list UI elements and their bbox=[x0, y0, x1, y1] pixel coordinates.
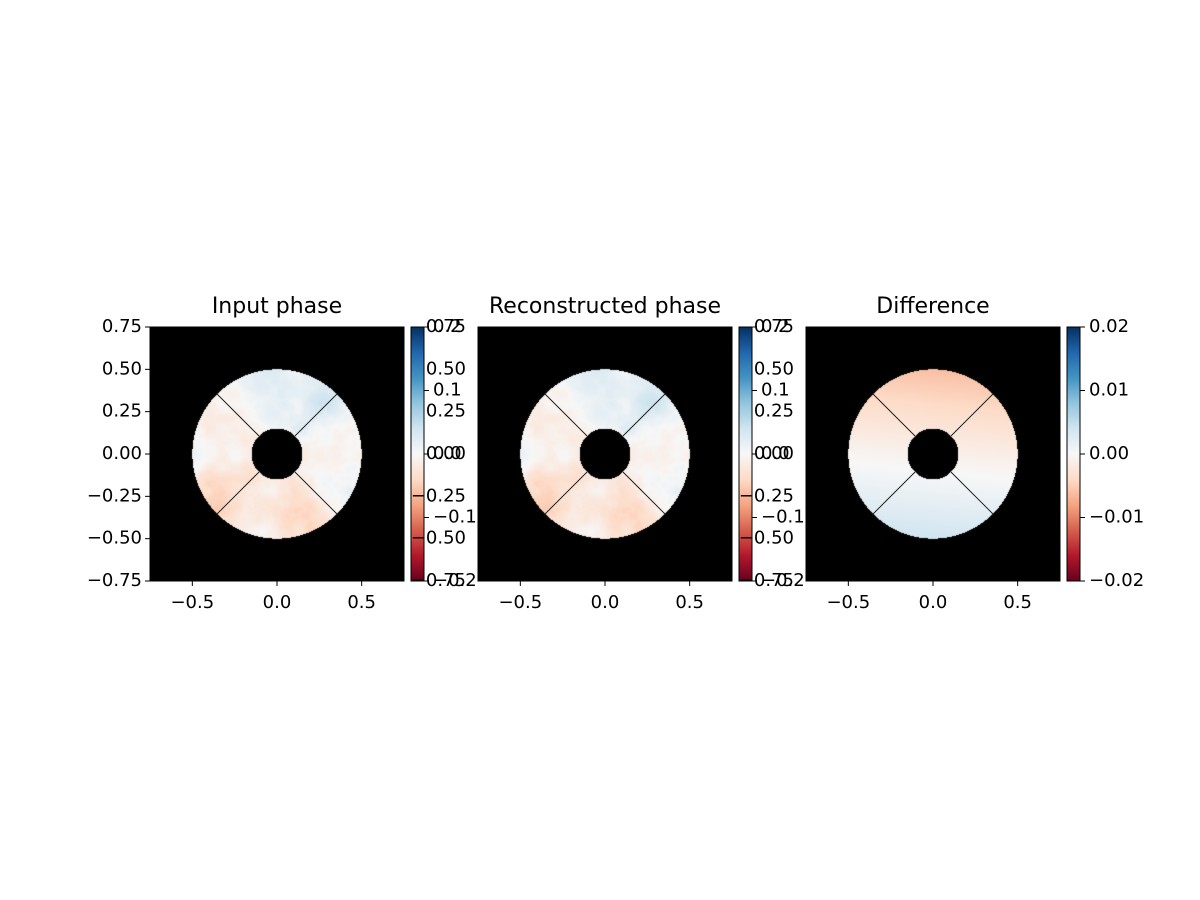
x-tick-label: 0.5 bbox=[675, 592, 704, 613]
colorbar-tick-label: 0.2 bbox=[761, 316, 790, 337]
spider-vane bbox=[622, 471, 666, 515]
overlaid-tick-label: 0.00 bbox=[426, 443, 466, 464]
spider-vane bbox=[216, 471, 260, 515]
x-tick-label: 0.5 bbox=[1003, 592, 1032, 613]
overlaid-tick-label: 0.50 bbox=[426, 358, 466, 379]
overlaid-tick-label: −0.25 bbox=[739, 485, 794, 506]
y-tick-label: 0.25 bbox=[102, 401, 142, 422]
colorbar-tick-label: −0.2 bbox=[433, 570, 477, 591]
y-tick-label: 0.50 bbox=[102, 358, 142, 379]
spider-vane bbox=[294, 393, 338, 437]
colorbar-tick-label: −0.01 bbox=[1089, 507, 1144, 528]
x-tick-label: 0.5 bbox=[347, 592, 376, 613]
colorbar-tick-label: −0.1 bbox=[761, 507, 805, 528]
subplot-2: Reconstructed phase −0.5 0.0 0.5 0.2 0.1 0.0 −0… bbox=[477, 294, 805, 613]
spider-vane bbox=[872, 471, 916, 515]
colorbar-tick-label: 0.1 bbox=[761, 380, 790, 401]
overlaid-tick-label: 0.00 bbox=[754, 443, 794, 464]
colorbar-tick-label: 0.1 bbox=[433, 380, 462, 401]
colorbar-tick-label: 0.00 bbox=[1089, 443, 1129, 464]
x-tick-label: 0.0 bbox=[263, 592, 292, 613]
overlaid-tick-label: 0.75 bbox=[754, 316, 794, 337]
colorbar-tick-label: −0.02 bbox=[1089, 570, 1144, 591]
overlaid-tick-label: −0.25 bbox=[411, 485, 466, 506]
colorbar-tick-label: 0.01 bbox=[1089, 380, 1129, 401]
colorbar-tick-label: 0.0 bbox=[761, 443, 790, 464]
overlaid-tick-label: −0.75 bbox=[411, 570, 466, 591]
overlaid-tick-label: −0.50 bbox=[411, 528, 466, 549]
overlaid-tick-label: −0.50 bbox=[739, 528, 794, 549]
phase-image bbox=[806, 327, 1060, 581]
spider-vane bbox=[950, 393, 994, 437]
spider-vane bbox=[622, 393, 666, 437]
subplot-title: Reconstructed phase bbox=[489, 294, 721, 319]
y-tick-label: 0.00 bbox=[102, 443, 142, 464]
colorbar-tick-label: 0.2 bbox=[433, 316, 462, 337]
y-tick-label: 0.75 bbox=[102, 316, 142, 337]
spider-vane bbox=[872, 393, 916, 437]
spider-vane bbox=[950, 471, 994, 515]
y-tick-label: −0.50 bbox=[87, 528, 142, 549]
overlaid-tick-label: −0.75 bbox=[739, 570, 794, 591]
subplot-1: Input phase −0.5 0.0 0.5 0.75 0.50 0.25 0.00 −0.… bbox=[87, 294, 477, 613]
overlaid-tick-label: 0.25 bbox=[754, 401, 794, 422]
x-tick-label: −0.5 bbox=[826, 592, 870, 613]
spider-vane bbox=[294, 471, 338, 515]
colorbar-tick-label: −0.2 bbox=[761, 570, 805, 591]
overlaid-tick-label: 0.50 bbox=[754, 358, 794, 379]
x-tick-label: 0.0 bbox=[591, 592, 620, 613]
y-tick-label: −0.25 bbox=[87, 485, 142, 506]
y-tick-label: −0.75 bbox=[87, 570, 142, 591]
x-tick-label: −0.5 bbox=[170, 592, 214, 613]
phase-image bbox=[478, 327, 732, 581]
spider-vane bbox=[216, 393, 260, 437]
subplot-title: Difference bbox=[876, 294, 989, 319]
colorbar bbox=[1066, 326, 1081, 582]
x-tick-label: 0.0 bbox=[919, 592, 948, 613]
subplot-3: Difference −0.5 0.0 0.5 0.02 0.01 0.00 −0.01 −0.… bbox=[805, 294, 1144, 613]
spider-vane bbox=[544, 471, 588, 515]
spider-vane bbox=[544, 393, 588, 437]
colorbar-tick-label: 0.02 bbox=[1089, 316, 1129, 337]
subplot-title: Input phase bbox=[212, 294, 342, 319]
overlaid-tick-label: 0.75 bbox=[426, 316, 466, 337]
phase-image bbox=[150, 327, 404, 581]
overlaid-tick-label: 0.25 bbox=[426, 401, 466, 422]
colorbar-tick-label: 0.0 bbox=[433, 443, 462, 464]
colorbar-tick-label: −0.1 bbox=[433, 507, 477, 528]
x-tick-label: −0.5 bbox=[498, 592, 542, 613]
